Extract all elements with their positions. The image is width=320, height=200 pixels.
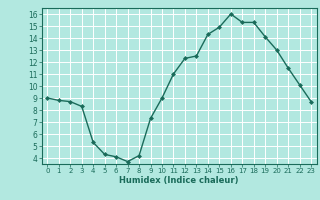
X-axis label: Humidex (Indice chaleur): Humidex (Indice chaleur) [119,176,239,185]
